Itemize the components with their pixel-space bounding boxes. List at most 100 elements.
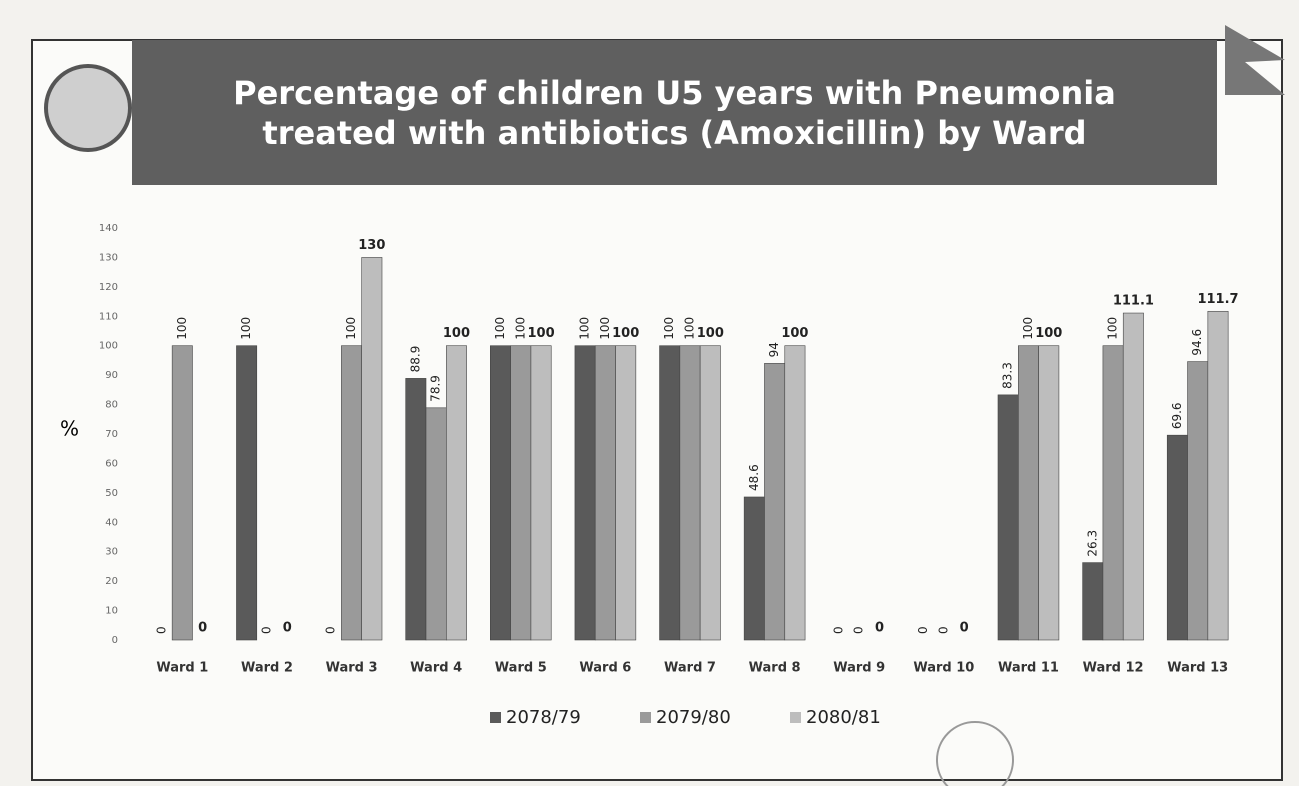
data-label: 78.9 bbox=[429, 375, 443, 402]
data-label: 0 bbox=[852, 626, 866, 634]
data-label: 100 bbox=[1106, 317, 1120, 340]
chart-title: Percentage of children U5 years with Pne… bbox=[132, 40, 1217, 185]
y-tick-label: 100 bbox=[99, 341, 118, 352]
x-tick-label: Ward 5 bbox=[495, 661, 547, 676]
flag bbox=[1225, 25, 1285, 95]
x-tick-label: Ward 4 bbox=[410, 661, 462, 676]
bar bbox=[1207, 310, 1229, 641]
y-tick-label: 140 bbox=[99, 223, 118, 234]
data-label: 100 bbox=[493, 317, 507, 340]
bar bbox=[446, 345, 467, 641]
y-tick-label: 40 bbox=[105, 517, 118, 528]
data-label: 130 bbox=[358, 238, 385, 253]
bar bbox=[236, 345, 258, 641]
y-tick-label: 70 bbox=[105, 429, 118, 440]
data-label: 100 bbox=[662, 317, 676, 340]
data-label: 0 bbox=[324, 626, 338, 634]
data-label: 100 bbox=[781, 326, 808, 341]
bar bbox=[1102, 345, 1124, 641]
data-label: 48.6 bbox=[747, 464, 761, 491]
bar bbox=[679, 345, 701, 641]
y-tick-label: 0 bbox=[112, 635, 118, 646]
data-label: 100 bbox=[175, 317, 189, 340]
x-tick-label: Ward 12 bbox=[1083, 661, 1144, 676]
data-label: 100 bbox=[578, 317, 592, 340]
data-label: 0 bbox=[155, 626, 169, 634]
bar bbox=[997, 394, 1019, 641]
data-label: 0 bbox=[259, 626, 273, 634]
data-label: 100 bbox=[598, 317, 612, 340]
data-label: 100 bbox=[612, 326, 639, 341]
y-tick-label: 120 bbox=[99, 282, 118, 293]
bar bbox=[1038, 345, 1060, 641]
data-label: 100 bbox=[1035, 326, 1062, 341]
data-label: 0 bbox=[831, 626, 845, 634]
bar bbox=[784, 345, 806, 641]
legend-swatch bbox=[790, 712, 801, 723]
x-tick-label: Ward 1 bbox=[156, 661, 208, 676]
bar bbox=[699, 345, 721, 641]
y-tick-label: 110 bbox=[99, 311, 118, 322]
x-tick-label: Ward 9 bbox=[833, 661, 885, 676]
bar bbox=[1122, 312, 1144, 641]
data-label: 94 bbox=[767, 342, 781, 357]
y-tick-label: 60 bbox=[105, 458, 118, 469]
data-label: 100 bbox=[1021, 317, 1035, 340]
y-tick-label: 20 bbox=[105, 576, 118, 587]
bar bbox=[1166, 434, 1188, 641]
x-tick-label: Ward 8 bbox=[749, 661, 801, 676]
legend-label: 2079/80 bbox=[656, 707, 731, 728]
data-label: 0 bbox=[936, 626, 950, 634]
bar bbox=[510, 345, 532, 641]
bar bbox=[615, 345, 637, 641]
bar bbox=[171, 345, 193, 641]
x-tick-label: Ward 11 bbox=[998, 661, 1059, 676]
data-label: 100 bbox=[239, 317, 253, 340]
data-label: 26.3 bbox=[1085, 530, 1099, 557]
y-tick-label: 30 bbox=[105, 547, 118, 558]
data-label: 0 bbox=[283, 621, 292, 636]
bar bbox=[1018, 345, 1039, 641]
bar bbox=[425, 407, 447, 641]
data-label: 111.1 bbox=[1113, 294, 1154, 309]
legend-swatch bbox=[640, 712, 651, 723]
y-tick-label: 90 bbox=[105, 370, 118, 381]
data-label: 100 bbox=[443, 326, 470, 341]
bar bbox=[490, 345, 511, 641]
data-label: 69.6 bbox=[1170, 402, 1184, 429]
data-label: 0 bbox=[960, 621, 969, 636]
bar bbox=[405, 378, 427, 641]
x-tick-label: Ward 6 bbox=[579, 661, 631, 676]
x-tick-label: Ward 7 bbox=[664, 661, 716, 676]
legend-swatch bbox=[490, 712, 501, 723]
legend-label: 2080/81 bbox=[806, 707, 881, 728]
bar bbox=[341, 345, 362, 641]
data-label: 0 bbox=[875, 621, 884, 636]
data-label: 100 bbox=[344, 317, 358, 340]
x-tick-label: Ward 3 bbox=[326, 661, 378, 676]
data-label: 111.7 bbox=[1197, 292, 1238, 307]
bar bbox=[743, 496, 765, 641]
data-label: 100 bbox=[697, 326, 724, 341]
bar bbox=[764, 363, 786, 641]
data-label: 100 bbox=[683, 317, 697, 340]
y-tick-label: 10 bbox=[105, 606, 118, 617]
x-tick-label: Ward 2 bbox=[241, 661, 293, 676]
y-tick-label: 50 bbox=[105, 488, 118, 499]
y-tick-label: 130 bbox=[99, 252, 118, 263]
bar bbox=[361, 257, 383, 641]
stamp bbox=[936, 721, 1014, 786]
bar bbox=[594, 345, 616, 641]
data-label: 100 bbox=[513, 317, 527, 340]
y-axis-label: % bbox=[60, 417, 79, 441]
x-tick-label: Ward 13 bbox=[1167, 661, 1228, 676]
logo bbox=[44, 64, 132, 152]
x-tick-label: Ward 10 bbox=[913, 661, 974, 676]
y-tick-label: 80 bbox=[105, 400, 118, 411]
data-label: 0 bbox=[198, 621, 207, 636]
legend-label: 2078/79 bbox=[506, 707, 581, 728]
bar bbox=[574, 345, 596, 641]
bar bbox=[659, 345, 681, 641]
data-label: 88.9 bbox=[408, 346, 422, 373]
